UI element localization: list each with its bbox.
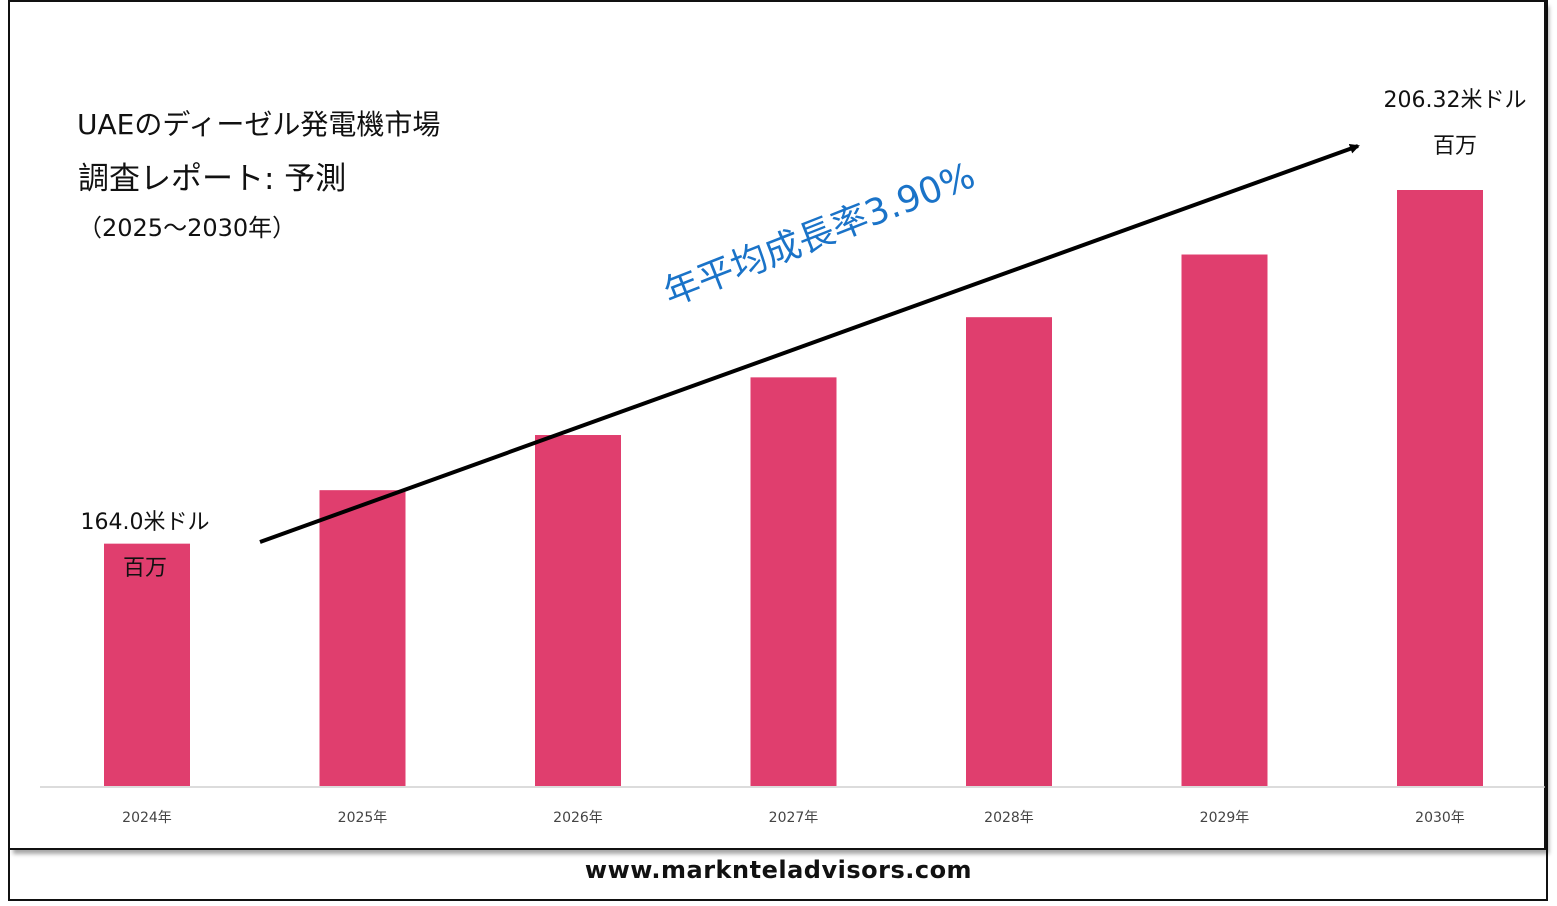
x-tick-label: 2025年: [338, 810, 388, 826]
chart-title-line2: 調査レポート: 予測: [78, 161, 347, 197]
x-tick-label: 2026年: [553, 810, 603, 826]
footer-url[interactable]: www.marknteladvisors.com: [584, 856, 973, 884]
last-value-label: 206.32米ドル 百万: [1370, 78, 1540, 170]
chart-title-line1: UAEのディーゼル発電機市場: [77, 108, 441, 141]
bar-2027年: [750, 377, 837, 786]
x-tick-label: 2029年: [1200, 810, 1250, 826]
bar-2024年: [104, 543, 190, 786]
x-tick-label: 2030年: [1415, 810, 1465, 826]
outer-frame: [8, 0, 1548, 901]
bar-2029年: [1181, 254, 1268, 787]
x-tick-label: 2024年: [122, 810, 172, 826]
growth-arrow: [259, 144, 1360, 544]
bar-2030年: [1397, 190, 1483, 786]
bar-2025年: [319, 490, 406, 786]
last-value-amount: 206.32米ドル: [1383, 88, 1527, 113]
bar-2028年: [966, 317, 1052, 786]
chart-frame: [10, 2, 1546, 850]
last-value-unit: 百万: [1432, 134, 1477, 159]
x-tick-label: 2027年: [769, 810, 819, 826]
bar-2026年: [535, 435, 621, 786]
first-value-amount: 164.0米ドル: [80, 510, 210, 535]
first-value-unit: 百万: [122, 556, 167, 581]
chart-title-period: （2025～2030年）: [78, 214, 297, 242]
x-tick-label: 2028年: [984, 810, 1034, 826]
first-value-label: 164.0米ドル 百万: [60, 500, 230, 592]
